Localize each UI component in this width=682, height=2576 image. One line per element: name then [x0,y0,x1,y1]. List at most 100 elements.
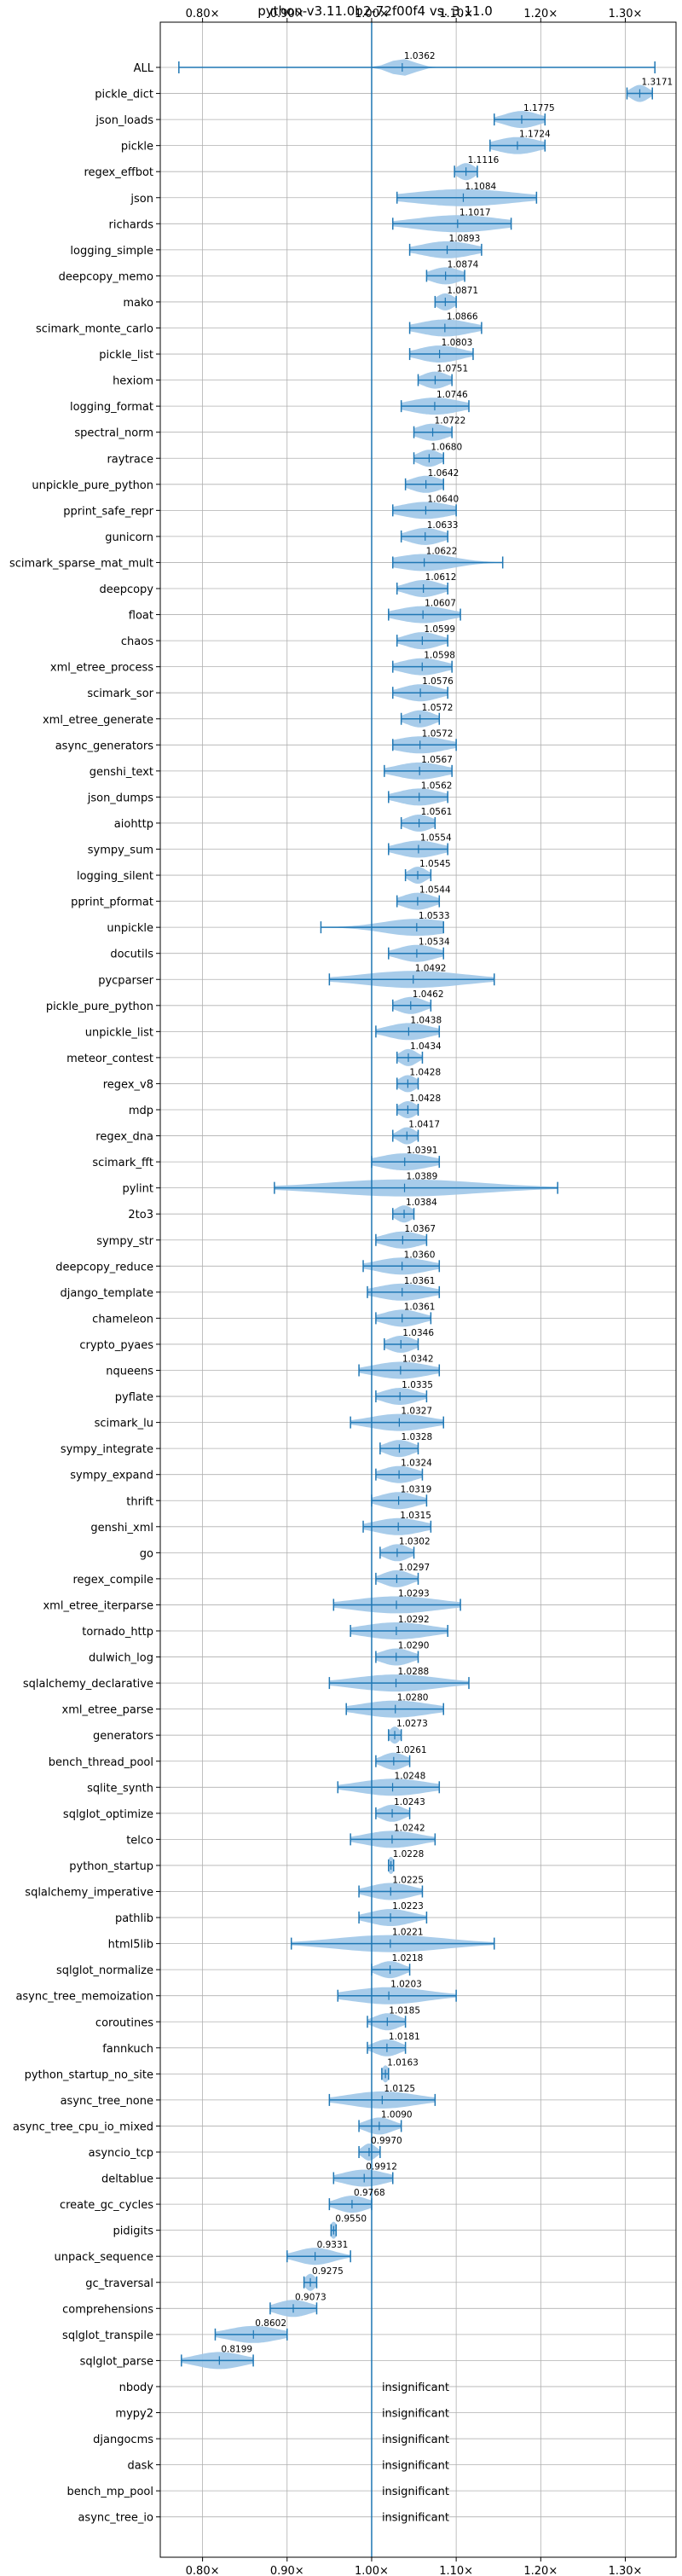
benchmark-label: nqueens [106,1366,153,1378]
benchmark-label: telco [126,1834,153,1847]
violin-layer [178,22,656,2557]
value-label: 1.1724 [519,130,551,140]
benchmark-label: bench_thread_pool [49,1756,153,1769]
value-label: 1.0599 [424,624,455,635]
value-label: 1.0874 [448,259,479,270]
value-label: 1.0185 [389,2005,420,2016]
benchmark-label: async_tree_memoization [15,1991,153,2004]
plot-frame [159,21,677,2558]
x-tick-label-top: 1.00× [355,8,389,20]
x-tick-label-top: 1.20× [523,8,558,20]
benchmark-label: scimark_sor [87,688,153,700]
benchmark-label: scimark_fft [92,1157,153,1169]
benchmark-label: pickle_pure_python [46,1001,153,1013]
value-label: 0.9970 [371,2136,402,2146]
benchmark-label: deltablue [101,2173,153,2186]
benchmark-label: pickle [121,141,153,154]
chart-title: python-v3.11.0b2-72f00f4 vs. 3.11.0 [257,3,493,19]
value-label: 1.0389 [407,1172,438,1182]
benchmark-label: json_loads [95,114,153,127]
benchmark-label: aiohttp [114,818,153,831]
benchmark-label: comprehensions [62,2303,153,2316]
value-label: 1.0248 [395,1771,426,1781]
benchmark-label: genshi_text [90,766,153,779]
benchmark-label: regex_v8 [103,1078,153,1091]
benchmark-label: sqlalchemy_declarative [23,1678,153,1691]
benchmark-label: mdp [129,1105,153,1117]
benchmark-label: dask [127,2460,153,2473]
insignificant-label: insignificant [382,2434,449,2446]
benchmark-label: float [129,610,153,623]
benchmark-label: mypy2 [115,2408,153,2421]
benchmark-label: spectral_norm [74,427,153,440]
value-label: 1.0561 [421,807,453,817]
benchmark-label: pickle_list [99,349,153,362]
benchmark-label: async_tree_none [61,2095,153,2108]
value-label: 0.9768 [354,2188,385,2198]
value-label: 1.0572 [422,703,454,713]
benchmark-label: pycparser [98,974,153,987]
x-tick-label-top: 1.30× [609,8,643,20]
value-label: 1.0228 [393,1849,425,1859]
value-label: 1.0223 [392,1901,424,1912]
value-label: 1.0544 [419,885,451,896]
benchmark-label: sqlalchemy_imperative [25,1887,153,1900]
value-label: 0.9550 [335,2214,367,2225]
value-label: 1.0225 [392,1876,424,1886]
value-label: 1.0327 [401,1407,432,1417]
value-label: 1.0221 [392,1928,424,1938]
value-label: 1.0342 [402,1355,434,1365]
value-label: 1.0242 [394,1823,425,1833]
benchmark-label: docutils [110,949,153,961]
benchmark-label: logging_format [70,401,153,414]
benchmark-label: sqlglot_normalize [56,1964,153,1977]
value-label: 1.0722 [435,416,466,426]
benchmark-label: sympy_expand [70,1470,153,1482]
benchmark-label: sqlite_synth [87,1782,153,1795]
value-label: 1.0554 [420,833,452,844]
benchmark-label: scimark_monte_carlo [36,323,153,336]
value-label: 1.0261 [396,1745,427,1755]
benchmark-label: meteor_contest [66,1053,153,1065]
value-label: 1.1116 [468,155,500,165]
x-tick-label-top: 1.10× [439,8,473,20]
value-label: 0.8199 [221,2344,252,2354]
value-label: 1.0361 [404,1302,436,1312]
benchmark-label: genshi_xml [90,1522,153,1535]
value-label: 1.0302 [399,1536,431,1546]
value-label: 1.0871 [447,286,478,296]
benchmark-label: go [140,1547,153,1560]
value-label: 1.0290 [398,1641,430,1651]
axis-layer: 0.80× 0.80× 0.90× 0.90× 1.00× 1.00× 1.10× 1.10×… [9,8,642,2576]
value-label: 1.0640 [427,494,459,504]
benchmark-label: pathlib [115,1912,153,1925]
value-label: 1.0324 [401,1459,432,1469]
benchmark-label: dulwich_log [89,1652,153,1665]
benchmark-label: json [130,193,153,206]
value-label: 1.0384 [406,1198,437,1208]
value-label: 1.0293 [398,1588,430,1598]
value-label: 1.0576 [422,676,454,687]
value-label: 1.0361 [404,1276,436,1286]
value-label: 1.0642 [428,468,459,479]
value-label: 1.0328 [401,1432,432,1442]
value-label: 1.0243 [394,1797,425,1807]
benchmark-label: xml_etree_process [50,662,153,675]
benchmark-label: 2to3 [128,1209,153,1221]
value-label: 1.0622 [426,546,458,556]
x-tick-label-top: 0.90× [270,8,304,20]
benchmark-label: tornado_http [82,1626,153,1639]
benchmark-label: raytrace [107,453,153,466]
value-label: 1.0319 [401,1484,432,1494]
value-label: 1.0362 [404,51,436,61]
value-label: 1.0292 [398,1615,430,1625]
label-layer: 1.0362 1.3171 1.1775 1.1724 1.1116 1.1084 1.10… [221,51,673,2525]
benchmark-label: xml_etree_iterparse [43,1599,153,1612]
value-label: 1.0680 [431,442,462,452]
value-label: 1.0315 [400,1511,431,1521]
value-label: 1.0633 [427,520,459,531]
value-label: 1.0335 [402,1380,433,1390]
benchmark-label: pprint_pformat [71,896,153,909]
value-label: 1.0203 [390,1980,422,1990]
